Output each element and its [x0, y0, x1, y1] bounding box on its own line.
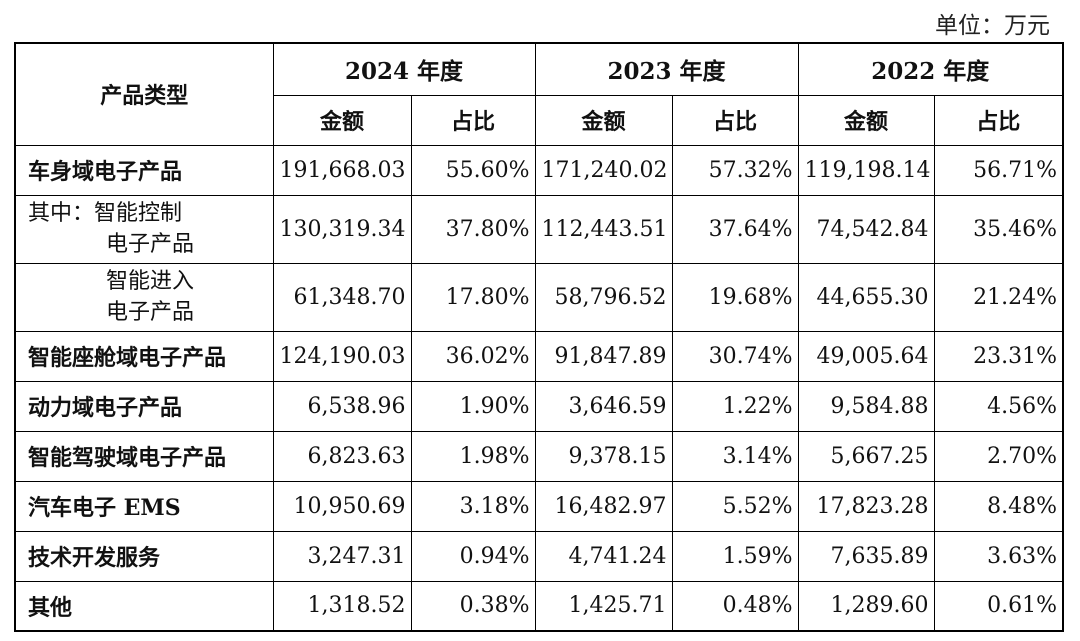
cell-amount-2022: 17,823.28 — [797, 480, 935, 532]
row-label: 智能座舱域电子产品 — [14, 330, 274, 382]
cell-ratio-2022: 8.48% — [933, 480, 1064, 532]
cell-ratio-2024: 1.98% — [410, 430, 536, 482]
cell-ratio-2024: 0.38% — [410, 580, 536, 632]
cell-amount-2024: 61,348.70 — [272, 262, 412, 332]
cell-ratio-2022: 4.56% — [933, 380, 1064, 432]
header-ratio: 占比 — [410, 94, 536, 146]
cell-amount-2024: 3,247.31 — [272, 530, 412, 582]
cell-ratio-2024: 37.80% — [410, 194, 536, 264]
cell-amount-2024: 6,823.63 — [272, 430, 412, 482]
table-row: 其中：智能控制 电子产品 130,319.34 37.80% 112,443.5… — [14, 194, 1064, 264]
cell-amount-2024: 130,319.34 — [272, 194, 412, 264]
cell-amount-2022: 44,655.30 — [797, 262, 935, 332]
cell-amount-2024: 191,668.03 — [272, 144, 412, 196]
row-label: 智能进入 电子产品 — [14, 262, 274, 332]
header-amount: 金额 — [534, 94, 673, 146]
cell-amount-2024: 1,318.52 — [272, 580, 412, 632]
cell-amount-2023: 16,482.97 — [534, 480, 673, 532]
cell-amount-2022: 119,198.14 — [797, 144, 935, 196]
row-label-line1: 智能进入 — [106, 269, 195, 294]
cell-amount-2023: 4,741.24 — [534, 530, 673, 582]
header-year-2022: 2022 年度 — [797, 42, 1064, 96]
cell-amount-2023: 91,847.89 — [534, 330, 673, 382]
row-label: 技术开发服务 — [14, 530, 274, 582]
header-row-years: 产品类型 2024 年度 2023 年度 2022 年度 — [14, 42, 1064, 146]
header-amount: 金额 — [272, 94, 412, 146]
cell-amount-2023: 58,796.52 — [534, 262, 673, 332]
cell-ratio-2023: 19.68% — [671, 262, 799, 332]
cell-ratio-2022: 23.31% — [933, 330, 1064, 382]
cell-amount-2024: 10,950.69 — [272, 480, 412, 532]
cell-ratio-2023: 57.32% — [671, 144, 799, 196]
cell-amount-2023: 171,240.02 — [534, 144, 673, 196]
cell-ratio-2023: 1.59% — [671, 530, 799, 582]
table-row: 汽车电子 EMS 10,950.69 3.18% 16,482.97 5.52%… — [14, 480, 1064, 532]
cell-ratio-2023: 0.48% — [671, 580, 799, 632]
cell-ratio-2024: 36.02% — [410, 330, 536, 382]
cell-amount-2022: 9,584.88 — [797, 380, 935, 432]
row-label-line2: 电子产品 — [106, 300, 195, 325]
row-label: 智能驾驶域电子产品 — [14, 430, 274, 482]
table-row: 其他 1,318.52 0.38% 1,425.71 0.48% 1,289.6… — [14, 580, 1064, 632]
header-ratio: 占比 — [671, 94, 799, 146]
cell-amount-2023: 9,378.15 — [534, 430, 673, 482]
row-label: 动力域电子产品 — [14, 380, 274, 432]
cell-amount-2023: 112,443.51 — [534, 194, 673, 264]
header-amount: 金额 — [797, 94, 935, 146]
cell-amount-2022: 1,289.60 — [797, 580, 935, 632]
cell-ratio-2023: 1.22% — [671, 380, 799, 432]
table-row: 技术开发服务 3,247.31 0.94% 4,741.24 1.59% 7,6… — [14, 530, 1064, 582]
row-label: 其他 — [14, 580, 274, 632]
row-label-line2: 电子产品 — [106, 232, 195, 257]
cell-ratio-2024: 17.80% — [410, 262, 536, 332]
cell-amount-2022: 5,667.25 — [797, 430, 935, 482]
table-row: 智能驾驶域电子产品 6,823.63 1.98% 9,378.15 3.14% … — [14, 430, 1064, 482]
cell-amount-2024: 6,538.96 — [272, 380, 412, 432]
cell-ratio-2024: 0.94% — [410, 530, 536, 582]
cell-ratio-2022: 2.70% — [933, 430, 1064, 482]
cell-ratio-2023: 3.14% — [671, 430, 799, 482]
revenue-table: 产品类型 2024 年度 2023 年度 2022 年度 金额 占比 金额 占比… — [14, 42, 1064, 632]
table-row: 动力域电子产品 6,538.96 1.90% 3,646.59 1.22% 9,… — [14, 380, 1064, 432]
header-ratio: 占比 — [933, 94, 1064, 146]
row-label: 汽车电子 EMS — [14, 480, 274, 532]
cell-amount-2023: 1,425.71 — [534, 580, 673, 632]
cell-ratio-2023: 5.52% — [671, 480, 799, 532]
row-label-line1: 其中：智能控制 — [28, 201, 183, 226]
cell-amount-2022: 49,005.64 — [797, 330, 935, 382]
cell-amount-2023: 3,646.59 — [534, 380, 673, 432]
header-year-2024: 2024 年度 — [272, 42, 536, 96]
cell-ratio-2022: 21.24% — [933, 262, 1064, 332]
table-row: 智能进入 电子产品 61,348.70 17.80% 58,796.52 19.… — [14, 262, 1064, 332]
cell-ratio-2024: 3.18% — [410, 480, 536, 532]
row-label: 车身域电子产品 — [14, 144, 274, 196]
unit-label: 单位：万元 — [935, 13, 1050, 39]
table-row: 车身域电子产品 191,668.03 55.60% 171,240.02 57.… — [14, 144, 1064, 196]
cell-amount-2022: 74,542.84 — [797, 194, 935, 264]
cell-ratio-2023: 30.74% — [671, 330, 799, 382]
cell-ratio-2022: 0.61% — [933, 580, 1064, 632]
table-row: 智能座舱域电子产品 124,190.03 36.02% 91,847.89 30… — [14, 330, 1064, 382]
cell-ratio-2023: 37.64% — [671, 194, 799, 264]
cell-amount-2024: 124,190.03 — [272, 330, 412, 382]
header-year-2023: 2023 年度 — [534, 42, 799, 96]
cell-ratio-2024: 55.60% — [410, 144, 536, 196]
cell-ratio-2022: 3.63% — [933, 530, 1064, 582]
cell-amount-2022: 7,635.89 — [797, 530, 935, 582]
cell-ratio-2022: 56.71% — [933, 144, 1064, 196]
row-label: 其中：智能控制 电子产品 — [14, 194, 274, 264]
cell-ratio-2022: 35.46% — [933, 194, 1064, 264]
header-category: 产品类型 — [14, 42, 274, 146]
cell-ratio-2024: 1.90% — [410, 380, 536, 432]
